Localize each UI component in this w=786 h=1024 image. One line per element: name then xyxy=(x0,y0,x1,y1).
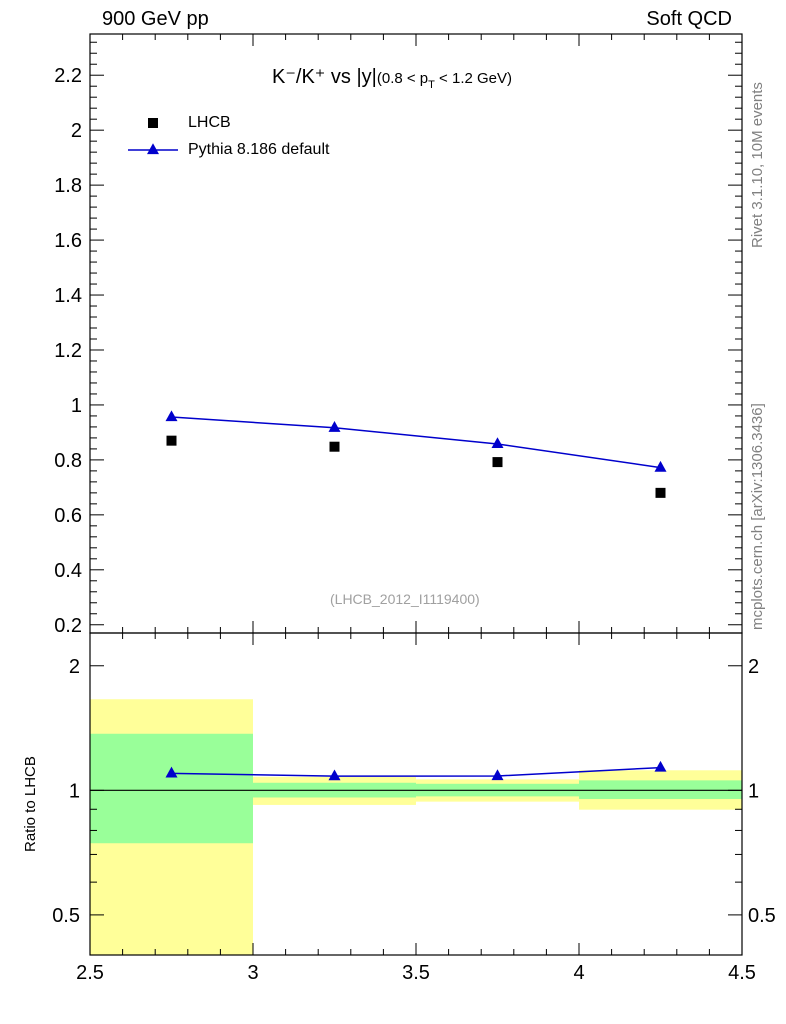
ratio-point xyxy=(491,769,504,781)
ratio-y-tick-label-left: 0.5 xyxy=(52,905,80,927)
ratio-y-tick-label-right: 1 xyxy=(748,780,759,802)
pythia-point xyxy=(654,460,667,472)
ratio-y-tick-label-left: 1 xyxy=(69,780,80,802)
pythia-point xyxy=(165,410,178,422)
ratio-uncertainty-bands xyxy=(90,699,742,955)
main-y-tick-label: 0.8 xyxy=(54,450,82,472)
main-y-tick-label: 0.2 xyxy=(54,615,82,637)
lhcb-point xyxy=(492,457,503,468)
x-tick-label: 3.5 xyxy=(402,962,430,984)
analysis-id-label: (LHCB_2012_I1119400) xyxy=(330,591,480,607)
ratio-y-tick-label-right: 0.5 xyxy=(748,905,776,927)
lhcb-point xyxy=(329,441,340,452)
main-y-tick-label: 1.2 xyxy=(54,340,82,362)
main-y-tick-label: 1.4 xyxy=(54,285,82,307)
pythia-point xyxy=(491,437,504,449)
lhcb-point xyxy=(166,435,177,446)
legend-pythia-marker xyxy=(147,143,159,155)
x-tick-label: 4 xyxy=(573,962,584,984)
title-main: K⁻/K⁺ vs |y| xyxy=(272,66,377,88)
legend-pythia-label: Pythia 8.186 default xyxy=(188,141,330,158)
plot-title: K⁻/K⁺ vs |y|(0.8 < pT < 1.2 GeV) xyxy=(272,64,512,91)
ratio-panel-marks xyxy=(165,760,667,781)
main-y-tick-label: 1 xyxy=(71,395,82,417)
ratio-series-line xyxy=(171,766,661,777)
x-tick-label: 3 xyxy=(247,962,258,984)
ratio-y-tick-label-left: 2 xyxy=(69,656,80,678)
pythia-series-line xyxy=(171,416,661,469)
ratio-y-axis-label: Ratio to LHCB xyxy=(22,756,39,852)
main-y-tick-label: 2 xyxy=(71,120,82,142)
axis-ticks xyxy=(89,34,743,956)
lhcb-point xyxy=(655,487,666,498)
ratio-band-inner-3 xyxy=(579,780,742,799)
ratio-y-tick-label-right: 2 xyxy=(748,656,759,678)
main-y-tick-label: 0.6 xyxy=(54,505,82,527)
main-y-tick-label: 1.8 xyxy=(54,175,82,197)
axis-tick-labels: 2.5 3 3.5 4 4.5 0.2 0.4 0.6 0.8 1 1.2 1.4 1.6 1.8 2 2.2… xyxy=(52,65,776,984)
legend-lhcb-label: LHCB xyxy=(188,114,231,131)
ratio-band-inner-0 xyxy=(90,733,253,844)
pythia-point xyxy=(328,421,341,432)
ratio-point xyxy=(654,760,667,772)
title-range: (0.8 < p xyxy=(376,70,429,87)
main-y-tick-label: 1.6 xyxy=(54,230,82,252)
main-panel-marks xyxy=(165,410,667,498)
x-tick-label: 2.5 xyxy=(76,962,104,984)
rivet-version-label: Rivet 3.1.10, 10M events xyxy=(749,82,766,248)
main-y-tick-label: 2.2 xyxy=(54,65,82,87)
x-tick-label: 4.5 xyxy=(728,962,756,984)
title-range-end: < 1.2 GeV) xyxy=(434,70,513,87)
ratio-point xyxy=(328,769,341,781)
header-right: Soft QCD xyxy=(646,8,732,30)
mcplots-reference-label: mcplots.cern.ch [arXiv:1306.3436] xyxy=(749,403,766,630)
title-subscript: T xyxy=(428,79,435,91)
main-y-tick-label: 0.4 xyxy=(54,560,82,582)
header-left: 900 GeV pp xyxy=(102,8,209,30)
legend-markers xyxy=(128,118,178,155)
legend-lhcb-marker xyxy=(148,118,158,128)
ratio-point xyxy=(165,766,178,778)
